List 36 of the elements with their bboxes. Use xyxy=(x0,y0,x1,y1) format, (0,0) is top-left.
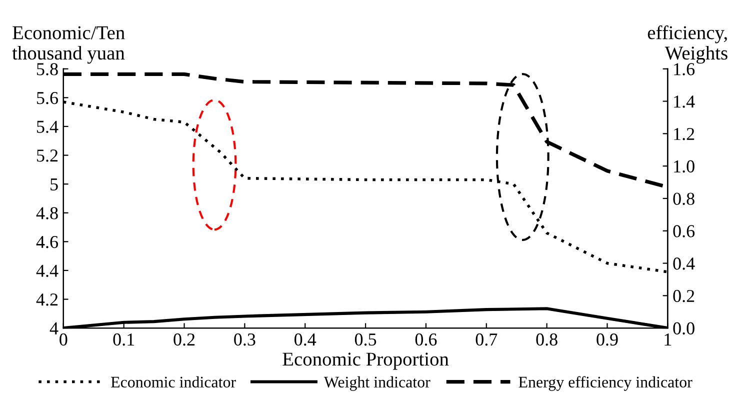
y2-tick-label: 0.8 xyxy=(673,192,694,205)
legend-label: Energy efficiency indicator xyxy=(518,376,692,391)
y-tick-label: 4.8 xyxy=(36,207,58,220)
legend-label: Weight indicator xyxy=(324,376,430,391)
x-tick-label: 0.7 xyxy=(476,333,498,346)
y-tick-label: 4.4 xyxy=(36,264,58,277)
y2-tick-label: 1.2 xyxy=(674,128,694,140)
y2-tick-label: 0.4 xyxy=(673,258,695,270)
y-tick-label: 5 xyxy=(50,178,58,190)
x-tick-label: 0.2 xyxy=(174,333,195,346)
y2-axis-title: efficiency, Weights xyxy=(648,25,728,64)
x-tick-label: 0.3 xyxy=(234,333,256,346)
y-tick-label: 4.6 xyxy=(36,236,58,248)
x-tick-label: 0.8 xyxy=(536,333,558,346)
x-tick-label: 0 xyxy=(60,333,68,346)
y2-tick-label: 0.2 xyxy=(673,290,694,302)
x-axis-title: Economic Proportion xyxy=(282,352,449,370)
y2-tick-label: 1.6 xyxy=(674,63,695,76)
y-tick-label: 5.6 xyxy=(37,92,58,104)
x-tick-label: 0.1 xyxy=(113,333,134,346)
legend-label: Economic indicator xyxy=(111,376,236,388)
x-tick-label: 0.4 xyxy=(294,333,316,346)
x-tick-label: 1 xyxy=(664,334,672,346)
y-tick-label: 5.4 xyxy=(37,120,58,133)
y-tick-label: 4.2 xyxy=(36,294,58,306)
y2-tick-label: 1.4 xyxy=(674,96,695,108)
x-tick-label: 0.5 xyxy=(354,333,376,346)
y2-tick-label: 1.0 xyxy=(674,160,694,173)
y-tick-label: 4 xyxy=(50,322,58,334)
x-tick-label: 0.9 xyxy=(596,333,618,346)
y2-tick-label: 0.0 xyxy=(673,322,694,335)
y-axis-title: Economic/Ten thousand yuan xyxy=(12,26,125,64)
x-tick-label: 0.6 xyxy=(415,333,437,346)
y-tick-label: 5.8 xyxy=(37,63,58,76)
y2-tick-label: 0.6 xyxy=(673,225,695,238)
y-tick-label: 5.2 xyxy=(37,150,58,162)
